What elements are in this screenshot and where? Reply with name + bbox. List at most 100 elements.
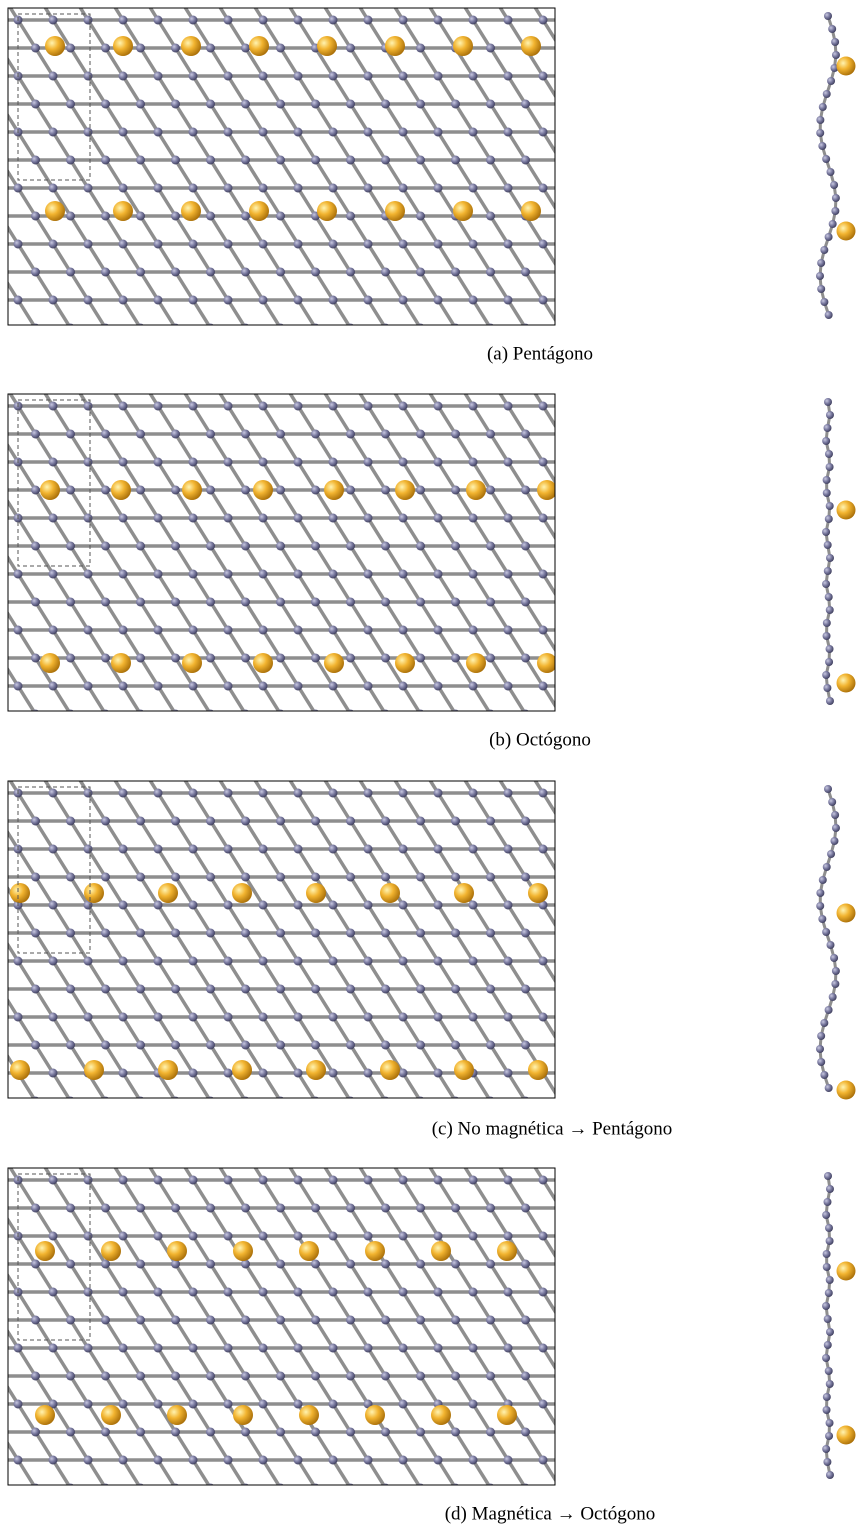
atom	[329, 1125, 338, 1134]
atom	[381, 1041, 390, 1050]
atom	[241, 598, 250, 607]
atom	[434, 128, 443, 137]
side-atom	[823, 1250, 831, 1258]
bond	[421, 765, 439, 793]
bond	[176, 1320, 194, 1348]
atom	[259, 72, 268, 81]
atom	[101, 761, 110, 770]
bond	[456, 765, 474, 793]
atom	[381, 1148, 390, 1157]
atom	[276, 156, 285, 165]
bond	[193, 742, 211, 770]
atom	[469, 626, 478, 635]
atom	[504, 514, 513, 523]
atom	[84, 184, 93, 193]
bond	[386, 1320, 404, 1348]
bond	[88, 742, 106, 770]
bond	[333, 1017, 351, 1045]
bond	[368, 742, 386, 770]
atom	[574, 128, 583, 137]
atom	[189, 626, 198, 635]
bond	[158, 406, 176, 434]
gold-atom	[158, 883, 178, 903]
atom	[84, 1232, 93, 1241]
atom	[364, 514, 373, 523]
atom	[469, 789, 478, 798]
bond	[211, 546, 229, 574]
bond	[351, 658, 369, 686]
bond	[456, 1376, 474, 1404]
bond	[18, 1017, 36, 1045]
atom	[539, 72, 548, 81]
atom	[556, 44, 565, 53]
bond	[71, 1208, 89, 1236]
atom	[189, 1344, 198, 1353]
bond	[176, 1432, 194, 1460]
atom	[399, 128, 408, 137]
atom	[119, 1013, 128, 1022]
bond	[53, 132, 71, 160]
bond	[386, 546, 404, 574]
bond	[18, 518, 36, 546]
atom	[521, 430, 530, 439]
side-atom	[820, 1019, 828, 1027]
bond	[228, 76, 246, 104]
atom	[0, 1316, 5, 1325]
side-atom	[825, 1432, 833, 1440]
atom	[294, 458, 303, 467]
atom	[451, 985, 460, 994]
bond	[421, 821, 439, 849]
bond	[158, 905, 176, 933]
bond	[158, 462, 176, 490]
atom	[591, 1260, 600, 1269]
atom	[364, 128, 373, 137]
bond	[123, 1017, 141, 1045]
bond	[403, 188, 421, 216]
bond	[508, 630, 526, 658]
atom	[539, 128, 548, 137]
atom	[154, 1344, 163, 1353]
atom	[399, 1400, 408, 1409]
atom	[154, 402, 163, 411]
atom	[101, 1148, 110, 1157]
bond	[88, 793, 106, 821]
atom	[66, 100, 75, 109]
bond	[106, 989, 124, 1017]
bond	[211, 714, 229, 742]
bond	[18, 188, 36, 216]
bond	[543, 300, 561, 328]
atom	[276, 598, 285, 607]
side-atom	[822, 1302, 830, 1310]
atom	[66, 1204, 75, 1213]
bond	[106, 272, 124, 300]
atom	[329, 184, 338, 193]
side-atom	[823, 1198, 831, 1206]
atom	[154, 458, 163, 467]
atom	[399, 789, 408, 798]
gold-atom	[395, 653, 415, 673]
atom	[539, 514, 548, 523]
bond	[421, 658, 439, 686]
bond	[141, 602, 159, 630]
atom	[66, 1428, 75, 1437]
bond	[88, 1348, 106, 1376]
bond	[596, 1208, 614, 1236]
atom	[539, 296, 548, 305]
bond	[543, 1460, 561, 1488]
caption: (c) No magnética → Pentágono	[432, 1118, 673, 1139]
bond	[211, 1208, 229, 1236]
atom	[0, 324, 5, 333]
bond	[263, 1129, 281, 1157]
atom	[31, 929, 40, 938]
atom	[66, 929, 75, 938]
atom	[189, 682, 198, 691]
atom	[311, 374, 320, 383]
bond	[1, 658, 19, 686]
side-atom	[826, 411, 834, 419]
bond	[561, 104, 579, 132]
bond	[473, 1236, 491, 1264]
atom	[521, 985, 530, 994]
atom	[556, 1372, 565, 1381]
atom	[469, 1344, 478, 1353]
bond	[71, 490, 89, 518]
